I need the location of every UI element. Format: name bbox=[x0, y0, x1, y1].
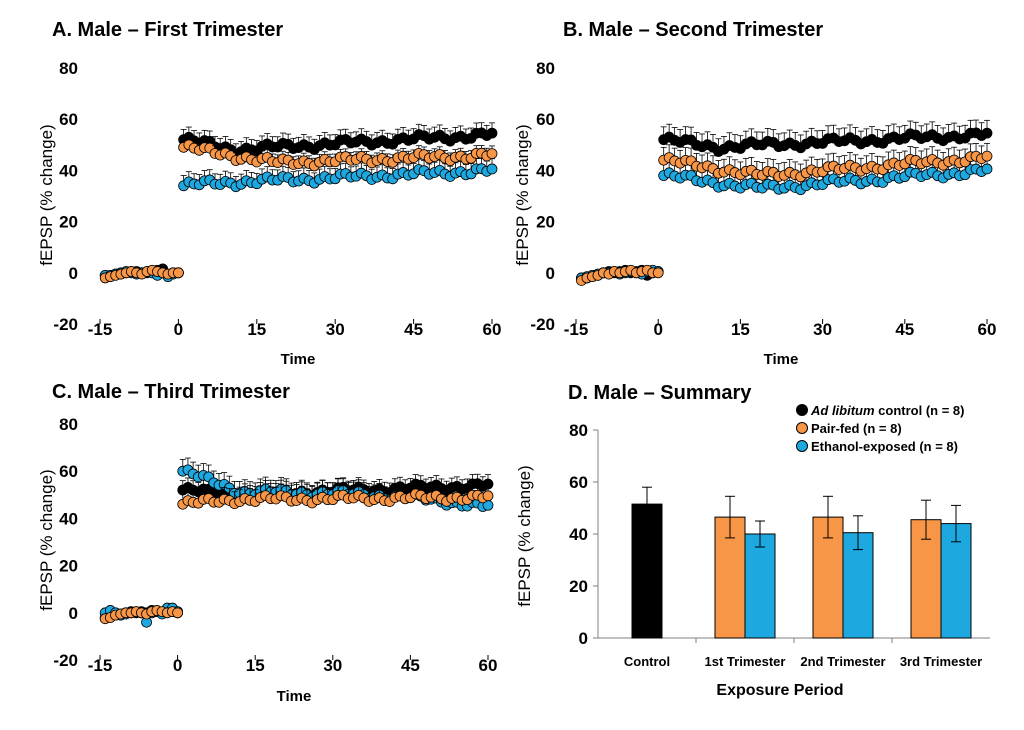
point-control bbox=[981, 127, 993, 139]
panel-a-marks bbox=[99, 122, 498, 284]
panel-b-ylabel: fEPSP (% change) bbox=[513, 124, 532, 265]
panel-b-marks bbox=[576, 119, 993, 286]
legend-label-pairfed: Pair-fed (n = 8) bbox=[811, 421, 902, 436]
panel-d-axes: 0 20 40 60 80 Control 1st Trimester 2nd Trimest… bbox=[569, 421, 990, 669]
panel-b-xtick-label: -15 bbox=[564, 320, 589, 339]
panel-a-xtick-label: 0 bbox=[174, 320, 183, 339]
panel-a-ylabel: fEPSP (% change) bbox=[37, 124, 56, 265]
panel-c-xtick-label: 60 bbox=[479, 656, 498, 675]
panel-a-title: A. Male – First Trimester bbox=[52, 19, 283, 41]
legend-label-control-italic: Ad libitum bbox=[810, 403, 875, 418]
legend-entry-pairfed: Pair-fed (n = 8) bbox=[796, 421, 902, 436]
panel-b-ytick-label: 80 bbox=[536, 59, 555, 78]
panel-a: A. Male – First Trimester -20 0 20 40 60 80 -1… bbox=[37, 19, 501, 368]
panel-b-ytick-label: 60 bbox=[536, 110, 555, 129]
panel-c-ylabel: fEPSP (% change) bbox=[37, 469, 56, 610]
legend-entry-control: Ad libitum control (n = 8) bbox=[796, 403, 964, 418]
panel-d-ytick-label: 80 bbox=[569, 421, 588, 440]
panel-b-xtick-label: 15 bbox=[731, 320, 750, 339]
panel-c-xtick-label: 30 bbox=[323, 656, 342, 675]
panel-d-category-label: Control bbox=[624, 654, 670, 669]
bar-control bbox=[631, 503, 663, 639]
point-ethanol bbox=[486, 163, 498, 175]
panel-a-xtick-label: -15 bbox=[88, 320, 113, 339]
panel-b-xtick-label: 60 bbox=[978, 320, 997, 339]
panel-c-xtick-label: 45 bbox=[401, 656, 420, 675]
panel-a-ytick-label: 80 bbox=[59, 59, 78, 78]
panel-c: C. Male – Third Trimester -20 0 20 40 60 80 -1… bbox=[37, 381, 497, 705]
legend-label-ethanol: Ethanol-exposed (n = 8) bbox=[811, 439, 958, 454]
panel-d-ytick-label: 0 bbox=[579, 629, 588, 648]
panel-b-xlabel: Time bbox=[764, 351, 799, 368]
panel-d-title: D. Male – Summary bbox=[568, 382, 752, 404]
panel-a-ytick-label: 60 bbox=[59, 110, 78, 129]
panel-d-ytick-label: 60 bbox=[569, 473, 588, 492]
point-pairfed bbox=[652, 267, 664, 279]
panel-c-xtick-label: 15 bbox=[246, 656, 265, 675]
point-ethanol bbox=[981, 163, 993, 175]
panel-c-ytick-label: 60 bbox=[59, 462, 78, 481]
panel-b-ytick-label: -20 bbox=[530, 315, 555, 334]
point-pairfed bbox=[172, 607, 184, 619]
panel-a-xlabel: Time bbox=[281, 351, 316, 368]
panel-a-ytick-label: 0 bbox=[69, 264, 78, 283]
legend-marker-pairfed bbox=[796, 422, 808, 434]
point-pairfed bbox=[486, 148, 498, 160]
panel-b-title: B. Male – Second Trimester bbox=[563, 19, 823, 41]
legend-marker-control bbox=[796, 404, 808, 416]
panel-d-ytick-label: 20 bbox=[569, 577, 588, 596]
panel-c-ytick-label: 80 bbox=[59, 415, 78, 434]
panel-a-ytick-label: -20 bbox=[53, 315, 78, 334]
point-pairfed bbox=[981, 150, 993, 162]
panel-b-ytick-label: 20 bbox=[536, 213, 555, 232]
point-pairfed bbox=[172, 267, 184, 279]
bar-ethanol bbox=[744, 533, 776, 639]
legend: Ad libitum control (n = 8) Pair-fed (n =… bbox=[796, 403, 964, 454]
panel-d-category-label: 2nd Trimester bbox=[800, 654, 885, 669]
panel-d-marks bbox=[631, 486, 972, 639]
legend-label-control: control (n = 8) bbox=[875, 403, 965, 418]
point-pairfed bbox=[482, 490, 494, 502]
panel-c-ytick-label: 0 bbox=[69, 604, 78, 623]
panel-b-axes: -20 0 20 40 60 80 -15 0 15 30 45 60 bbox=[530, 59, 996, 339]
panel-c-xtick-label: 0 bbox=[173, 656, 182, 675]
panel-d-category-label: 1st Trimester bbox=[705, 654, 786, 669]
panel-b: B. Male – Second Trimester -20020406080-… bbox=[513, 19, 996, 368]
panel-d-xlabel: Exposure Period bbox=[716, 682, 843, 699]
panel-c-title: C. Male – Third Trimester bbox=[52, 381, 290, 403]
panel-a-ytick-label: 40 bbox=[59, 161, 78, 180]
panel-b-ytick-label: 40 bbox=[536, 161, 555, 180]
panel-a-xtick-label: 45 bbox=[404, 320, 423, 339]
panel-b-ytick-label: 0 bbox=[546, 264, 555, 283]
panel-c-xtick-label: -15 bbox=[88, 656, 113, 675]
panel-d-category-label: 3rd Trimester bbox=[900, 654, 982, 669]
panel-a-xtick-label: 30 bbox=[326, 320, 345, 339]
point-control bbox=[486, 127, 498, 139]
panel-c-axes: -20 0 20 40 60 80 -15 0 15 30 45 60 bbox=[53, 415, 497, 675]
panel-a-axes: -20 0 20 40 60 80 -15 0 15 30 45 60 bbox=[53, 59, 501, 339]
panel-c-xlabel: Time bbox=[277, 688, 312, 705]
panel-d-ylabel: fEPSP (% change) bbox=[515, 465, 534, 606]
panel-a-xtick-label: 15 bbox=[247, 320, 266, 339]
panel-d: D. Male – Summary 0 20 40 60 80 Control 1st Tr… bbox=[515, 382, 990, 699]
legend-entry-ethanol: Ethanol-exposed (n = 8) bbox=[796, 439, 958, 454]
panel-b-xtick-label: 0 bbox=[653, 320, 662, 339]
panel-d-ytick-label: 40 bbox=[569, 525, 588, 544]
panel-c-ytick-label: 20 bbox=[59, 557, 78, 576]
panel-a-xtick-label: 60 bbox=[483, 320, 502, 339]
legend-marker-ethanol bbox=[796, 440, 808, 452]
panel-b-xtick-label: 30 bbox=[813, 320, 832, 339]
svg-text:Ad libitum control (n = 8): Ad libitum control (n = 8) bbox=[810, 403, 964, 418]
panel-c-ytick-label: -20 bbox=[53, 651, 78, 670]
bar-ethanol bbox=[940, 523, 972, 639]
panel-c-marks bbox=[99, 457, 494, 628]
panel-a-ytick-label: 20 bbox=[59, 213, 78, 232]
panel-c-ytick-label: 40 bbox=[59, 509, 78, 528]
panel-b-xtick-label: 45 bbox=[895, 320, 914, 339]
